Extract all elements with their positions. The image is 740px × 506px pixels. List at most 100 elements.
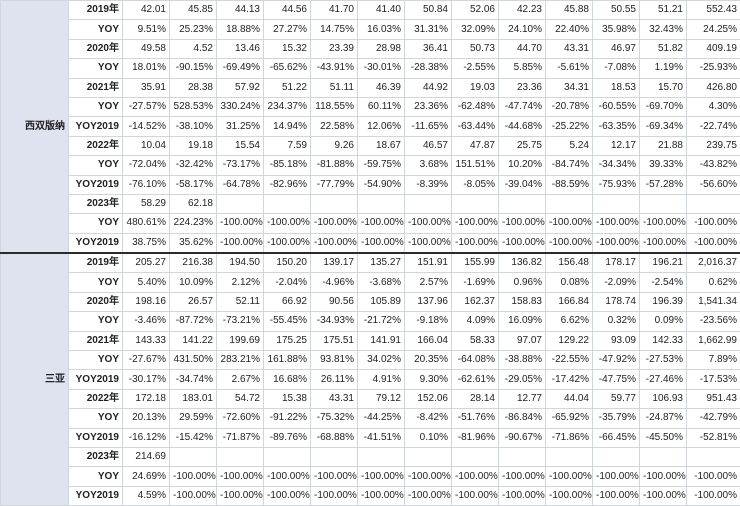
value-cell: -100.00%	[405, 214, 452, 233]
value-cell: -91.22%	[264, 409, 311, 428]
total-cell: 552.43	[687, 1, 740, 20]
value-cell: 52.06	[452, 1, 499, 20]
value-cell: -45.50%	[640, 428, 687, 447]
value-cell: 22.40%	[546, 20, 593, 39]
value-cell: 62.18	[170, 194, 217, 213]
value-cell: 528.53%	[170, 97, 217, 116]
value-cell: -100.00%	[640, 233, 687, 253]
total-cell: 239.75	[687, 136, 740, 155]
value-cell: -100.00%	[499, 467, 546, 486]
total-cell: 1,662.99	[687, 331, 740, 350]
value-cell: -100.00%	[546, 233, 593, 253]
value-cell: 7.59	[264, 136, 311, 155]
value-cell: -34.74%	[170, 370, 217, 389]
value-cell: 18.01%	[123, 59, 170, 78]
value-cell: 283.21%	[217, 351, 264, 370]
value-cell: 15.70	[640, 78, 687, 97]
value-cell: 43.31	[546, 39, 593, 58]
value-cell: 18.88%	[217, 20, 264, 39]
value-cell: -65.62%	[264, 59, 311, 78]
total-cell: -100.00%	[687, 486, 740, 505]
value-cell: 4.52	[170, 39, 217, 58]
value-cell: -100.00%	[546, 214, 593, 233]
value-cell: -100.00%	[217, 486, 264, 505]
value-cell: -2.04%	[264, 273, 311, 292]
value-cell: 28.14	[452, 389, 499, 408]
row-label: YOY2019	[69, 233, 123, 253]
value-cell: -8.42%	[405, 409, 452, 428]
value-cell: 35.91	[123, 78, 170, 97]
value-cell: 34.31	[546, 78, 593, 97]
value-cell: 19.03	[452, 78, 499, 97]
value-cell: -84.74%	[546, 156, 593, 175]
value-cell	[358, 194, 405, 213]
value-cell: 44.56	[264, 1, 311, 20]
table-row: YOY-72.04%-32.42%-73.17%-85.18%-81.88%-5…	[1, 156, 740, 175]
value-cell: -71.86%	[546, 428, 593, 447]
total-cell: 4.30%	[687, 97, 740, 116]
value-cell: 41.70	[311, 1, 358, 20]
value-cell: 162.37	[452, 292, 499, 311]
value-cell: -100.00%	[546, 486, 593, 505]
value-cell: -39.04%	[499, 175, 546, 194]
value-cell: 2.12%	[217, 273, 264, 292]
total-cell: 24.25%	[687, 20, 740, 39]
value-cell: -29.05%	[499, 370, 546, 389]
value-cell: 198.16	[123, 292, 170, 311]
value-cell: 106.93	[640, 389, 687, 408]
value-cell: 46.39	[358, 78, 405, 97]
row-label: YOY2019	[69, 486, 123, 505]
value-cell: 4.09%	[452, 312, 499, 331]
value-cell: -100.00%	[593, 467, 640, 486]
value-cell: 183.01	[170, 389, 217, 408]
value-cell	[593, 447, 640, 466]
row-label: YOY	[69, 351, 123, 370]
row-label: 2019年	[69, 253, 123, 273]
value-cell: -69.70%	[640, 97, 687, 116]
value-cell: 5.24	[546, 136, 593, 155]
value-cell: -88.59%	[546, 175, 593, 194]
value-cell: 5.40%	[123, 273, 170, 292]
value-cell: 10.04	[123, 136, 170, 155]
value-cell: -100.00%	[264, 467, 311, 486]
value-cell: 15.54	[217, 136, 264, 155]
row-label: 2022年	[69, 389, 123, 408]
value-cell: 141.91	[358, 331, 405, 350]
value-cell: -32.42%	[170, 156, 217, 175]
value-cell: -69.49%	[217, 59, 264, 78]
value-cell: -25.22%	[546, 117, 593, 136]
value-cell	[217, 194, 264, 213]
value-cell	[405, 447, 452, 466]
value-cell: 97.07	[499, 331, 546, 350]
table-row: YOY-27.57%528.53%330.24%234.37%118.55%60…	[1, 97, 740, 116]
value-cell: 0.96%	[499, 273, 546, 292]
value-cell: -20.78%	[546, 97, 593, 116]
value-cell: 90.56	[311, 292, 358, 311]
total-cell: -17.53%	[687, 370, 740, 389]
total-cell: -52.81%	[687, 428, 740, 447]
value-cell	[170, 447, 217, 466]
value-cell	[452, 447, 499, 466]
value-cell: 12.06%	[358, 117, 405, 136]
value-cell: -100.00%	[452, 233, 499, 253]
value-cell: 57.92	[217, 78, 264, 97]
value-cell: -8.39%	[405, 175, 452, 194]
total-cell	[687, 194, 740, 213]
value-cell: 137.96	[405, 292, 452, 311]
value-cell: 41.40	[358, 1, 405, 20]
value-cell: 16.09%	[499, 312, 546, 331]
total-cell: -100.00%	[687, 214, 740, 233]
value-cell: 234.37%	[264, 97, 311, 116]
value-cell: -15.42%	[170, 428, 217, 447]
value-cell: 44.92	[405, 78, 452, 97]
value-cell: 480.61%	[123, 214, 170, 233]
value-cell: 44.13	[217, 1, 264, 20]
value-cell: -44.25%	[358, 409, 405, 428]
